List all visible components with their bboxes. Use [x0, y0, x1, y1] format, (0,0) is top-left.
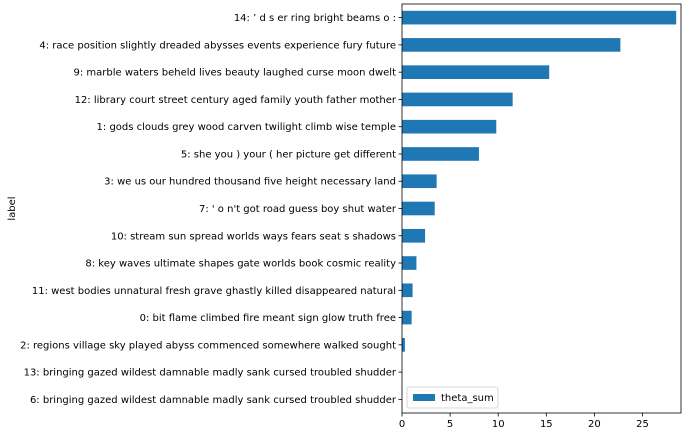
bar: [402, 310, 412, 325]
bar: [402, 201, 435, 216]
bar: [402, 38, 621, 52]
bar: [402, 283, 413, 298]
bar: [402, 338, 405, 352]
y-tick-label: 13: bringing gazed wildest damnable madl…: [24, 368, 397, 379]
bar: [402, 92, 513, 107]
legend-box: [406, 386, 499, 409]
y-tick-label: 0: bit flame climbed fire meant sign glo…: [140, 313, 396, 324]
y-tick-label: 7: ' o n't got road guess boy shut water: [199, 204, 397, 215]
x-tick-label: 20: [588, 419, 601, 430]
legend-label: theta_sum: [441, 393, 494, 404]
y-tick-label: 9: marble waters beheld lives beauty lau…: [74, 68, 397, 79]
x-tick-label: 0: [399, 419, 405, 430]
y-tick-label: 6: bringing gazed wildest damnable madly…: [30, 395, 397, 406]
bar: [402, 119, 497, 134]
bar: [402, 147, 479, 161]
bar: [402, 65, 550, 79]
legend-swatch: [413, 394, 435, 401]
y-tick-label: 8: key waves ultimate shapes gate worlds…: [85, 259, 396, 270]
y-tick-label: 3: we us our hundred thousand five heigh…: [104, 177, 396, 188]
y-tick-label: 1: gods clouds grey wood carven twilight…: [97, 122, 396, 133]
bar: [402, 256, 417, 270]
y-tick-label: 14: ’ d s er ring bright beams o :: [234, 13, 396, 24]
bar: [402, 228, 426, 243]
y-tick-label: 12: library court street century aged fa…: [75, 95, 397, 106]
x-tick-label: 15: [540, 419, 553, 430]
x-tick-label: 25: [636, 419, 649, 430]
y-tick-label: 5: she you ) your ( her picture get diff…: [181, 149, 396, 160]
y-axis-title: label: [7, 196, 18, 220]
y-tick-label: 4: race position slightly dreaded abysse…: [39, 40, 396, 51]
y-tick-label: 10: stream sun spread worlds ways fears …: [111, 231, 396, 242]
x-tick-label: 5: [447, 419, 453, 430]
bar: [402, 174, 437, 189]
x-tick-label: 10: [492, 419, 505, 430]
bar: [402, 10, 677, 25]
y-tick-label: 2: regions village sky played abyss comm…: [20, 340, 396, 351]
y-tick-label: 11: west bodies unnatural fresh grave gh…: [32, 286, 396, 297]
